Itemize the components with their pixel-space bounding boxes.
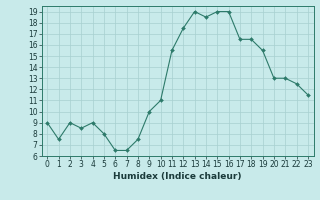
X-axis label: Humidex (Indice chaleur): Humidex (Indice chaleur) bbox=[113, 172, 242, 181]
